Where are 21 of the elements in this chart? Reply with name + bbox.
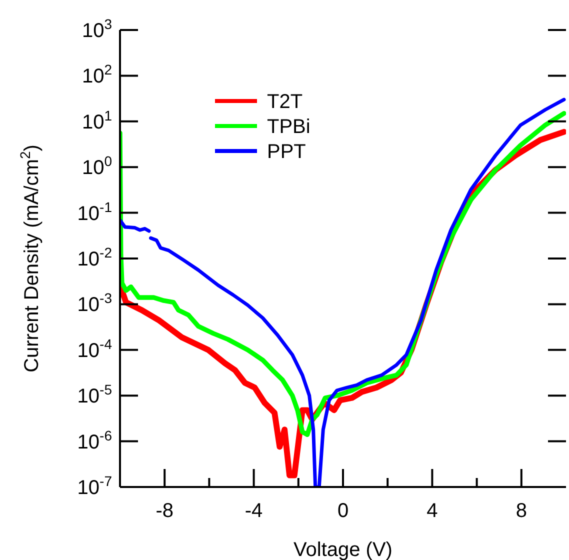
- x-axis-title: Voltage (V): [294, 539, 392, 560]
- y-tick-label: 10$^{-1}$: [77, 198, 112, 225]
- y-tick-label: 10$^{-2}$: [77, 244, 112, 270]
- x-tick-label: 0: [337, 500, 349, 522]
- y-tick-label: 10$^{1}$: [82, 107, 112, 134]
- y-tick-label: 10$^{2}$: [82, 62, 112, 88]
- legend-label: TPBi: [267, 116, 310, 138]
- x-tick-label: -4: [244, 500, 263, 522]
- y-tick-label: 10$^{-5}$: [77, 382, 112, 408]
- y-tick-label: 10$^{3}$: [82, 16, 112, 42]
- x-tick-label: -8: [156, 500, 174, 522]
- y-tick-label: 10$^{-3}$: [77, 290, 112, 316]
- x-tick-label: 8: [516, 500, 527, 522]
- x-tick-label: 4: [426, 500, 438, 522]
- line-series: [120, 111, 566, 437]
- legend-label: PPT: [267, 141, 306, 163]
- y-tick-label: 10$^{-4}$: [77, 336, 112, 362]
- legend-label: T2T: [267, 91, 303, 113]
- y-tick-label: 10$^{-7}$: [77, 473, 112, 499]
- y-tick-label: 10$^{-6}$: [77, 427, 112, 454]
- y-tick-label: 10$^{0}$: [82, 153, 112, 180]
